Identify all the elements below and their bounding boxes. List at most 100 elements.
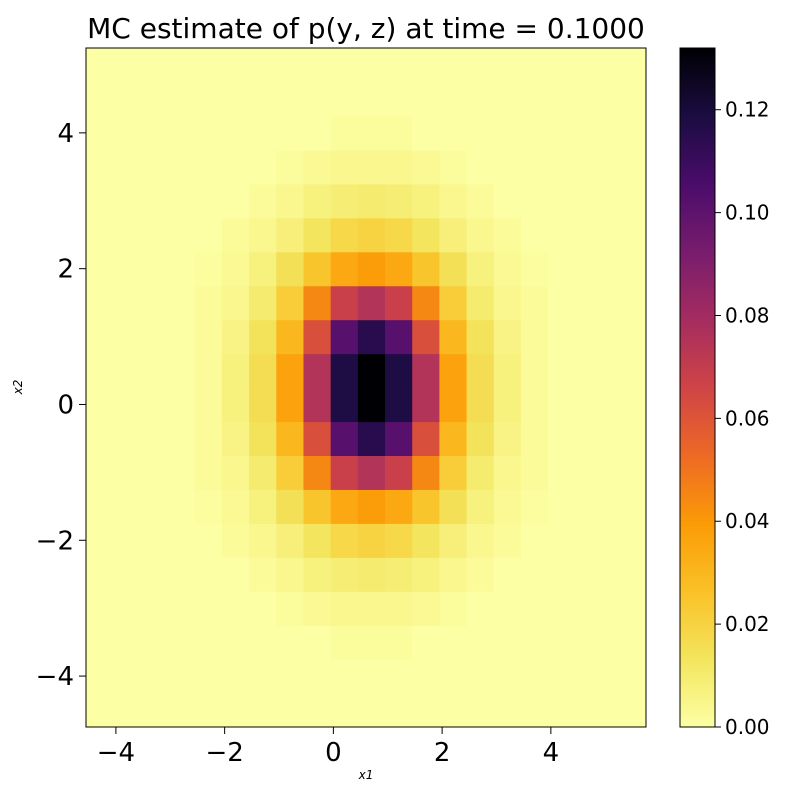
heatmap-cell [249, 421, 277, 456]
heatmap-cell [412, 353, 440, 389]
heatmap-cell [466, 149, 495, 185]
heatmap-cell [357, 251, 386, 287]
heatmap-cell [276, 421, 305, 456]
heatmap-cell [194, 489, 223, 524]
heatmap-cell [249, 183, 277, 219]
colorbar-tick-label: 0.12 [725, 98, 770, 122]
heatmap-cell [548, 421, 576, 456]
heatmap-cell [439, 81, 468, 117]
heatmap-cell [602, 217, 631, 253]
colorbar-tick-label: 0.00 [725, 715, 770, 739]
heatmap-cell [629, 285, 646, 321]
heatmap-cell [629, 353, 646, 389]
heatmap-cell [167, 251, 196, 287]
heatmap-cell [493, 285, 522, 321]
heatmap-cell [357, 48, 386, 83]
heatmap-cell [167, 48, 196, 83]
heatmap-cell [113, 455, 141, 490]
heatmap-cell [548, 319, 576, 355]
y-tick-label: −2 [36, 526, 74, 556]
heatmap-cell [412, 659, 440, 694]
heatmap-cell [412, 183, 440, 219]
heatmap-cell [86, 115, 114, 151]
heatmap-cell [602, 183, 631, 219]
heatmap-cell [113, 659, 141, 694]
heatmap-cell [357, 387, 386, 423]
heatmap-cell [221, 591, 250, 626]
heatmap-cell [520, 149, 549, 185]
heatmap-cell [167, 625, 196, 660]
heatmap-cell [493, 81, 522, 117]
heatmap-cell [466, 251, 495, 287]
heatmap-cell [548, 48, 576, 83]
heatmap-cell [385, 319, 413, 355]
heatmap-cell [493, 489, 522, 524]
heatmap-cell [330, 625, 359, 660]
heatmap-cell [629, 421, 646, 456]
heatmap-cell [575, 149, 604, 185]
heatmap-cell [357, 489, 386, 524]
heatmap-cell [249, 319, 277, 355]
heatmap-cell [330, 387, 359, 423]
heatmap-cell [194, 387, 223, 423]
heatmap-cell [86, 149, 114, 185]
heatmap-cell [167, 149, 196, 185]
heatmap-cell [602, 489, 631, 524]
y-tick-label: 2 [57, 255, 74, 285]
heatmap-cell [167, 659, 196, 694]
heatmap-cell [86, 81, 114, 117]
heatmap-cell [249, 455, 277, 490]
heatmap-cell [140, 387, 169, 423]
heatmap-cell [276, 489, 305, 524]
heatmap-cell [330, 48, 359, 83]
heatmap-cell [113, 217, 141, 253]
heatmap-cell [194, 48, 223, 83]
heatmap-cell [167, 115, 196, 151]
heatmap-cell [140, 319, 169, 355]
heatmap-cell [140, 455, 169, 490]
heatmap-cell [385, 183, 413, 219]
heatmap-cell [439, 421, 468, 456]
heatmap-cell [575, 353, 604, 389]
heatmap-cell [249, 149, 277, 185]
heatmap-cell [520, 353, 549, 389]
heatmap-cell [221, 149, 250, 185]
heatmap-cell [520, 183, 549, 219]
heatmap-cell [221, 523, 250, 558]
heatmap-cell [629, 251, 646, 287]
heatmap-cell [330, 591, 359, 626]
heatmap-cell [330, 421, 359, 456]
heatmap-cell [357, 523, 386, 558]
heatmap-cell [520, 421, 549, 456]
heatmap-cell [113, 251, 141, 287]
heatmap-cell [330, 523, 359, 558]
heatmap-cell [276, 659, 305, 694]
heatmap-cell [412, 285, 440, 321]
heatmap-cell [140, 81, 169, 117]
heatmap-cell [575, 183, 604, 219]
heatmap-cell [493, 251, 522, 287]
heatmap-cell [385, 659, 413, 694]
heatmap-cell [330, 693, 359, 727]
heatmap-cell [276, 81, 305, 117]
heatmap-cell [520, 285, 549, 321]
heatmap-cell [249, 353, 277, 389]
heatmap-cell [629, 523, 646, 558]
heatmap-cell [140, 557, 169, 592]
heatmap-cell [140, 489, 169, 524]
heatmap-cell [167, 217, 196, 253]
heatmap-cell [602, 591, 631, 626]
heatmap-cell [86, 489, 114, 524]
heatmap-cell [167, 387, 196, 423]
heatmap-cell [221, 251, 250, 287]
heatmap-cell [385, 353, 413, 389]
heatmap-cell [113, 353, 141, 389]
colorbar-tick-label: 0.04 [725, 509, 770, 533]
heatmap-cell [466, 319, 495, 355]
heatmap-cell [575, 217, 604, 253]
heatmap-cell [385, 693, 413, 727]
heatmap-cell [194, 285, 223, 321]
heatmap-cell [357, 319, 386, 355]
heatmap-cell [249, 81, 277, 117]
heatmap-cell [330, 557, 359, 592]
